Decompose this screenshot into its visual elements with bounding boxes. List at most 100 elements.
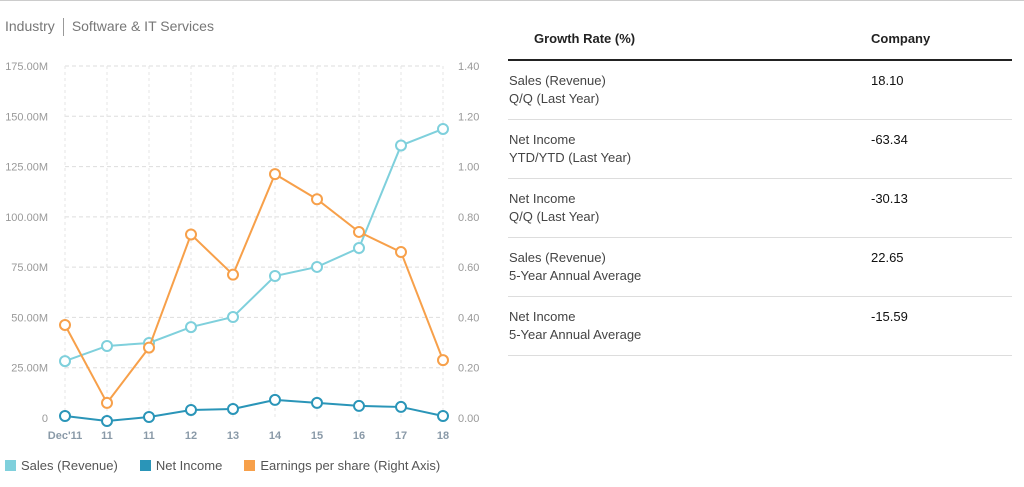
right-tick-label: 1.40 <box>458 61 479 73</box>
x-tick-label: 16 <box>353 430 365 442</box>
x-tick-label: Dec'11 <box>48 430 82 442</box>
data-point <box>101 415 113 428</box>
data-point <box>395 400 407 413</box>
data-point <box>185 403 197 416</box>
metric-text: Sales (Revenue) <box>509 249 606 265</box>
metric-text: Sales (Revenue) <box>509 73 606 88</box>
series-line <box>64 398 444 423</box>
left-tick-label: 175.00M <box>5 61 48 73</box>
chart-legend: Sales (Revenue) Net Income Earnings per … <box>5 458 440 473</box>
header-company: Company <box>871 18 1012 61</box>
data-point <box>395 139 407 152</box>
legend-swatch <box>5 460 16 471</box>
metric-text: Q/Q (Last Year) <box>509 208 600 224</box>
metric-text: 5-Year Annual Average <box>509 267 642 283</box>
data-point <box>59 409 71 422</box>
series-line <box>64 128 444 363</box>
legend-item-sales[interactable]: Sales (Revenue) <box>5 458 118 473</box>
metric-text: Q/Q (Last Year) <box>509 91 600 106</box>
right-tick-label: 0.40 <box>458 312 479 324</box>
table-row: Sales (Revenue) 5-Year Annual Average 22.6… <box>508 237 1012 297</box>
metric-text: Net Income <box>509 190 576 206</box>
left-tick-label: 100.00M <box>5 212 48 224</box>
line-chart: 0 0.00 25.00M 0.20 50.00M 0.40 75.00M 0.60 100.0… <box>5 61 479 442</box>
header-growth-rate: Growth Rate (%) <box>508 18 871 61</box>
right-tick-label: 0.20 <box>458 363 479 375</box>
x-tick-label: 11 <box>101 430 113 442</box>
data-point <box>437 122 449 135</box>
growth-rate-table: Growth Rate (%) Company Sales (Revenue) Q… <box>508 18 1012 356</box>
data-point <box>101 396 113 409</box>
legend-label: Net Income <box>155 458 223 473</box>
left-tick-label: 75.00M <box>11 262 48 274</box>
data-point <box>311 260 323 273</box>
data-point <box>311 193 323 206</box>
data-point <box>269 269 281 282</box>
data-point <box>437 354 449 367</box>
x-tick-label: 13 <box>227 430 239 442</box>
separator <box>62 18 64 37</box>
legend-swatch <box>244 460 256 471</box>
left-tick-label: 150.00M <box>5 111 48 123</box>
table-row: Sales (Revenue) Q/Q (Last Year) 18.10 <box>508 60 1012 120</box>
metric-text: 5-Year Annual Average <box>509 326 642 342</box>
data-point <box>311 396 323 409</box>
metric-text: Net Income <box>509 308 576 324</box>
left-tick-label: 0 <box>42 413 48 425</box>
legend-label: Sales (Revenue) <box>21 458 118 473</box>
x-tick-label: 11 <box>143 430 155 442</box>
x-tick-label: 18 <box>437 430 449 442</box>
data-point <box>269 393 281 406</box>
data-point <box>185 321 197 334</box>
industry-label: Industry Software & IT Services <box>5 18 214 37</box>
metric-label: Net Income Q/Q (Last Year) <box>508 178 871 238</box>
left-tick-label: 25.00M <box>11 363 48 375</box>
data-point <box>59 355 71 368</box>
data-point <box>269 168 281 181</box>
company-value: -15.59 <box>871 296 1012 356</box>
right-tick-label: 0.60 <box>458 262 479 274</box>
data-point <box>437 409 449 422</box>
legend-item-net-income[interactable]: Net Income <box>139 458 223 473</box>
top-divider <box>0 0 1024 1</box>
right-tick-label: 1.00 <box>458 162 479 174</box>
company-value: -30.13 <box>871 178 1012 238</box>
legend-swatch <box>139 460 151 471</box>
right-tick-label: 0.00 <box>458 413 479 425</box>
series-line <box>64 172 444 405</box>
metric-label: Sales (Revenue) 5-Year Annual Average <box>508 237 871 297</box>
metric-text: Net Income <box>509 131 576 147</box>
company-value: 22.65 <box>871 237 1012 297</box>
data-point <box>101 339 113 352</box>
x-tick-label: 12 <box>185 430 197 442</box>
data-point <box>143 341 155 354</box>
data-point <box>395 246 407 259</box>
data-point <box>353 225 365 238</box>
data-point <box>353 242 365 255</box>
industry-title: Industry <box>5 18 55 34</box>
data-point <box>143 410 155 423</box>
x-tick-label: 15 <box>311 430 323 442</box>
company-value: 18.10 <box>871 60 1012 120</box>
left-tick-label: 125.00M <box>5 162 48 174</box>
metric-label: Net Income YTD/YTD (Last Year) <box>508 119 871 179</box>
industry-value: Software & IT Services <box>71 18 214 34</box>
right-tick-label: 0.80 <box>458 212 479 224</box>
left-tick-label: 50.00M <box>11 312 48 324</box>
legend-label: Earnings per share (Right Axis) <box>260 458 441 473</box>
legend-item-eps[interactable]: Earnings per share (Right Axis) <box>244 458 440 473</box>
data-point <box>59 318 71 331</box>
table-row: Net Income 5-Year Annual Average -15.59 <box>508 296 1012 356</box>
right-tick-label: 1.20 <box>458 111 479 123</box>
metric-label: Sales (Revenue) Q/Q (Last Year) <box>508 60 871 120</box>
data-point <box>353 399 365 412</box>
data-point <box>227 268 239 281</box>
metric-label: Net Income 5-Year Annual Average <box>508 296 871 356</box>
table-row: Net Income Q/Q (Last Year) -30.13 <box>508 178 1012 238</box>
data-point <box>227 402 239 415</box>
metric-text: YTD/YTD (Last Year) <box>509 149 632 165</box>
table-row: Net Income YTD/YTD (Last Year) -63.34 <box>508 119 1012 179</box>
data-point <box>185 228 197 241</box>
x-tick-label: 17 <box>395 430 407 442</box>
company-value: -63.34 <box>871 119 1012 179</box>
